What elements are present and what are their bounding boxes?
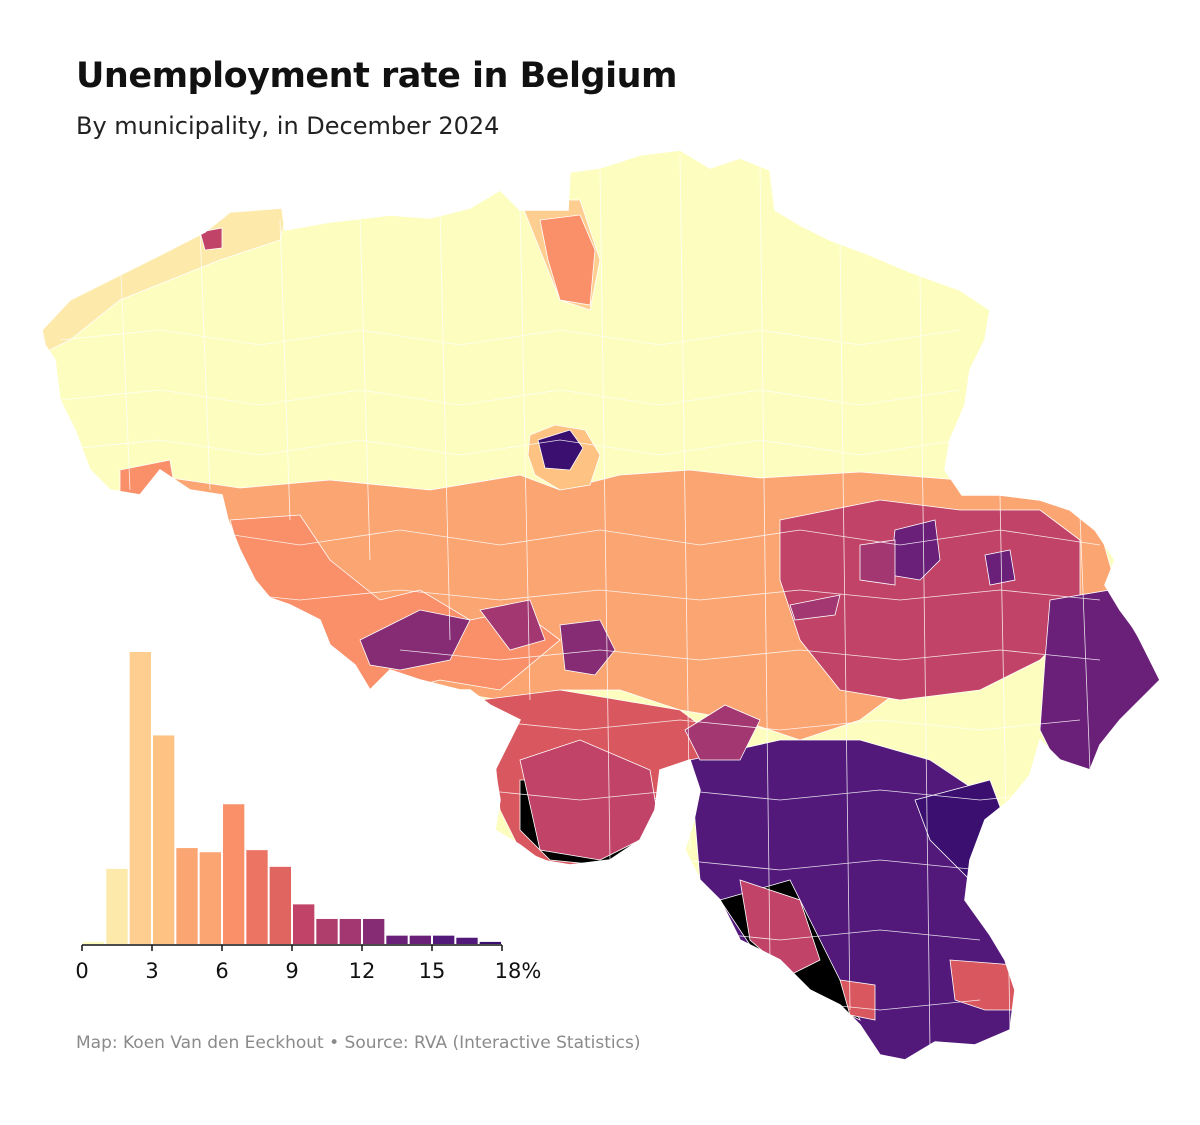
region-verviers xyxy=(984,549,1016,586)
histogram-tick-label: 6 xyxy=(215,959,228,983)
histogram-bar xyxy=(223,804,245,944)
region-couvin xyxy=(739,879,821,976)
histogram-bar xyxy=(199,852,221,944)
country-outline xyxy=(41,149,1161,1061)
histogram-tick-label: 18% xyxy=(495,959,542,983)
region-dinant-south xyxy=(684,704,761,761)
region-bastogne-south xyxy=(949,959,1021,1011)
histogram-bar xyxy=(456,937,478,944)
histogram-bar xyxy=(386,935,408,944)
map-title: Unemployment rate in Belgium xyxy=(76,56,677,96)
region-virton xyxy=(839,979,876,1021)
histogram-bar xyxy=(176,848,198,944)
source-credit: Map: Koen Van den Eeckhout • Source: RVA… xyxy=(76,1033,641,1053)
histogram-bar xyxy=(316,918,338,944)
region-charleroi xyxy=(559,619,616,676)
histogram-tick-label: 3 xyxy=(145,959,158,983)
histogram-tick-label: 0 xyxy=(75,959,88,983)
histogram-tick-label: 9 xyxy=(285,959,298,983)
histogram-bar xyxy=(479,941,501,944)
region-mons-borinage xyxy=(359,609,471,671)
histogram-bar xyxy=(153,735,175,944)
histogram-bar xyxy=(269,866,291,944)
region-antwerp xyxy=(539,214,596,306)
histogram-bar xyxy=(293,904,315,944)
histogram-bar xyxy=(106,868,128,944)
histogram-bar xyxy=(129,652,151,944)
histogram-bar xyxy=(433,935,455,944)
histogram-bar xyxy=(339,918,361,944)
region-brussels-core xyxy=(537,429,584,471)
municipality-borders xyxy=(59,154,1101,1051)
region-ostend xyxy=(199,227,223,251)
map-subtitle: By municipality, in December 2024 xyxy=(76,112,500,140)
histogram-bar xyxy=(363,918,385,944)
region-liege xyxy=(779,499,1081,701)
histogram-bar xyxy=(83,941,105,944)
histogram-bar xyxy=(246,850,268,944)
region-andenne xyxy=(789,594,841,621)
histogram-tick-label: 15 xyxy=(419,959,446,983)
histogram-bar xyxy=(409,935,431,944)
histogram-x-ticks: 0 3 6 9 12 15 18% xyxy=(75,945,541,983)
region-seraing xyxy=(859,539,896,586)
histogram-bars xyxy=(83,652,501,944)
histogram-tick-label: 12 xyxy=(349,959,376,983)
